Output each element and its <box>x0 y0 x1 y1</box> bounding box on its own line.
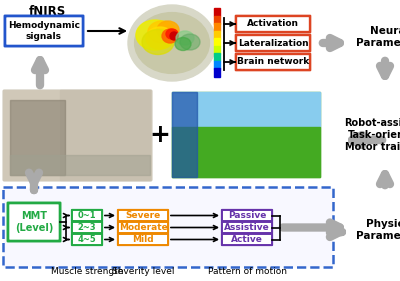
Bar <box>10 100 65 175</box>
Bar <box>3 90 151 180</box>
Ellipse shape <box>148 21 176 43</box>
Bar <box>172 92 320 177</box>
Bar <box>172 92 320 127</box>
Text: Moderate: Moderate <box>119 223 167 232</box>
Bar <box>3 90 151 180</box>
Ellipse shape <box>176 31 194 45</box>
FancyBboxPatch shape <box>236 16 310 32</box>
Text: 2~3: 2~3 <box>78 223 96 232</box>
FancyBboxPatch shape <box>222 234 272 245</box>
Text: 0~1: 0~1 <box>78 211 96 220</box>
Text: fNIRS: fNIRS <box>28 5 66 18</box>
Bar <box>214 8 220 16</box>
Bar <box>214 23 220 31</box>
Ellipse shape <box>134 13 210 73</box>
Bar <box>214 38 220 46</box>
Bar <box>214 69 220 76</box>
Ellipse shape <box>170 32 178 40</box>
FancyBboxPatch shape <box>222 210 272 221</box>
Text: Active: Active <box>231 235 263 244</box>
FancyBboxPatch shape <box>118 222 168 233</box>
Text: Passive: Passive <box>228 211 266 220</box>
FancyBboxPatch shape <box>72 222 102 233</box>
Text: Brain network: Brain network <box>237 58 309 67</box>
Text: Severity level: Severity level <box>112 268 174 277</box>
Bar <box>10 155 150 175</box>
Text: Physical
Parameters: Physical Parameters <box>356 219 400 241</box>
Ellipse shape <box>175 37 191 51</box>
Text: Pattern of motion: Pattern of motion <box>208 268 286 277</box>
Ellipse shape <box>166 29 178 39</box>
Bar <box>3 90 151 180</box>
FancyBboxPatch shape <box>118 210 168 221</box>
Bar <box>172 92 197 177</box>
Bar <box>214 31 220 39</box>
Ellipse shape <box>128 5 216 81</box>
FancyBboxPatch shape <box>3 187 333 267</box>
Bar <box>214 61 220 69</box>
Text: Neural
Parameters: Neural Parameters <box>356 26 400 48</box>
Text: Robot-assisted
Task-oriented
Motor training: Robot-assisted Task-oriented Motor train… <box>344 118 400 152</box>
Text: +: + <box>150 123 170 147</box>
Text: Activation: Activation <box>247 19 299 28</box>
FancyBboxPatch shape <box>5 16 83 46</box>
Ellipse shape <box>180 34 200 50</box>
FancyBboxPatch shape <box>118 234 168 245</box>
Text: MMT
(Level): MMT (Level) <box>15 211 53 233</box>
FancyBboxPatch shape <box>72 234 102 245</box>
Text: Lateralization: Lateralization <box>238 38 308 47</box>
Bar <box>60 90 150 180</box>
Ellipse shape <box>136 20 174 50</box>
Text: Muscle strength: Muscle strength <box>51 268 123 277</box>
Ellipse shape <box>157 21 179 39</box>
Ellipse shape <box>162 29 178 43</box>
FancyBboxPatch shape <box>236 54 310 70</box>
FancyBboxPatch shape <box>72 210 102 221</box>
FancyBboxPatch shape <box>236 35 310 51</box>
Text: Severe: Severe <box>125 211 161 220</box>
FancyBboxPatch shape <box>8 203 60 241</box>
Text: 4~5: 4~5 <box>78 235 96 244</box>
Bar <box>214 53 220 61</box>
Bar <box>172 127 320 177</box>
Ellipse shape <box>142 30 174 55</box>
Ellipse shape <box>146 27 174 49</box>
Bar <box>214 15 220 24</box>
Bar <box>214 46 220 54</box>
Text: Assistive: Assistive <box>224 223 270 232</box>
Text: Mild: Mild <box>132 235 154 244</box>
FancyBboxPatch shape <box>222 222 272 233</box>
Text: Hemodynamic
signals: Hemodynamic signals <box>8 21 80 41</box>
